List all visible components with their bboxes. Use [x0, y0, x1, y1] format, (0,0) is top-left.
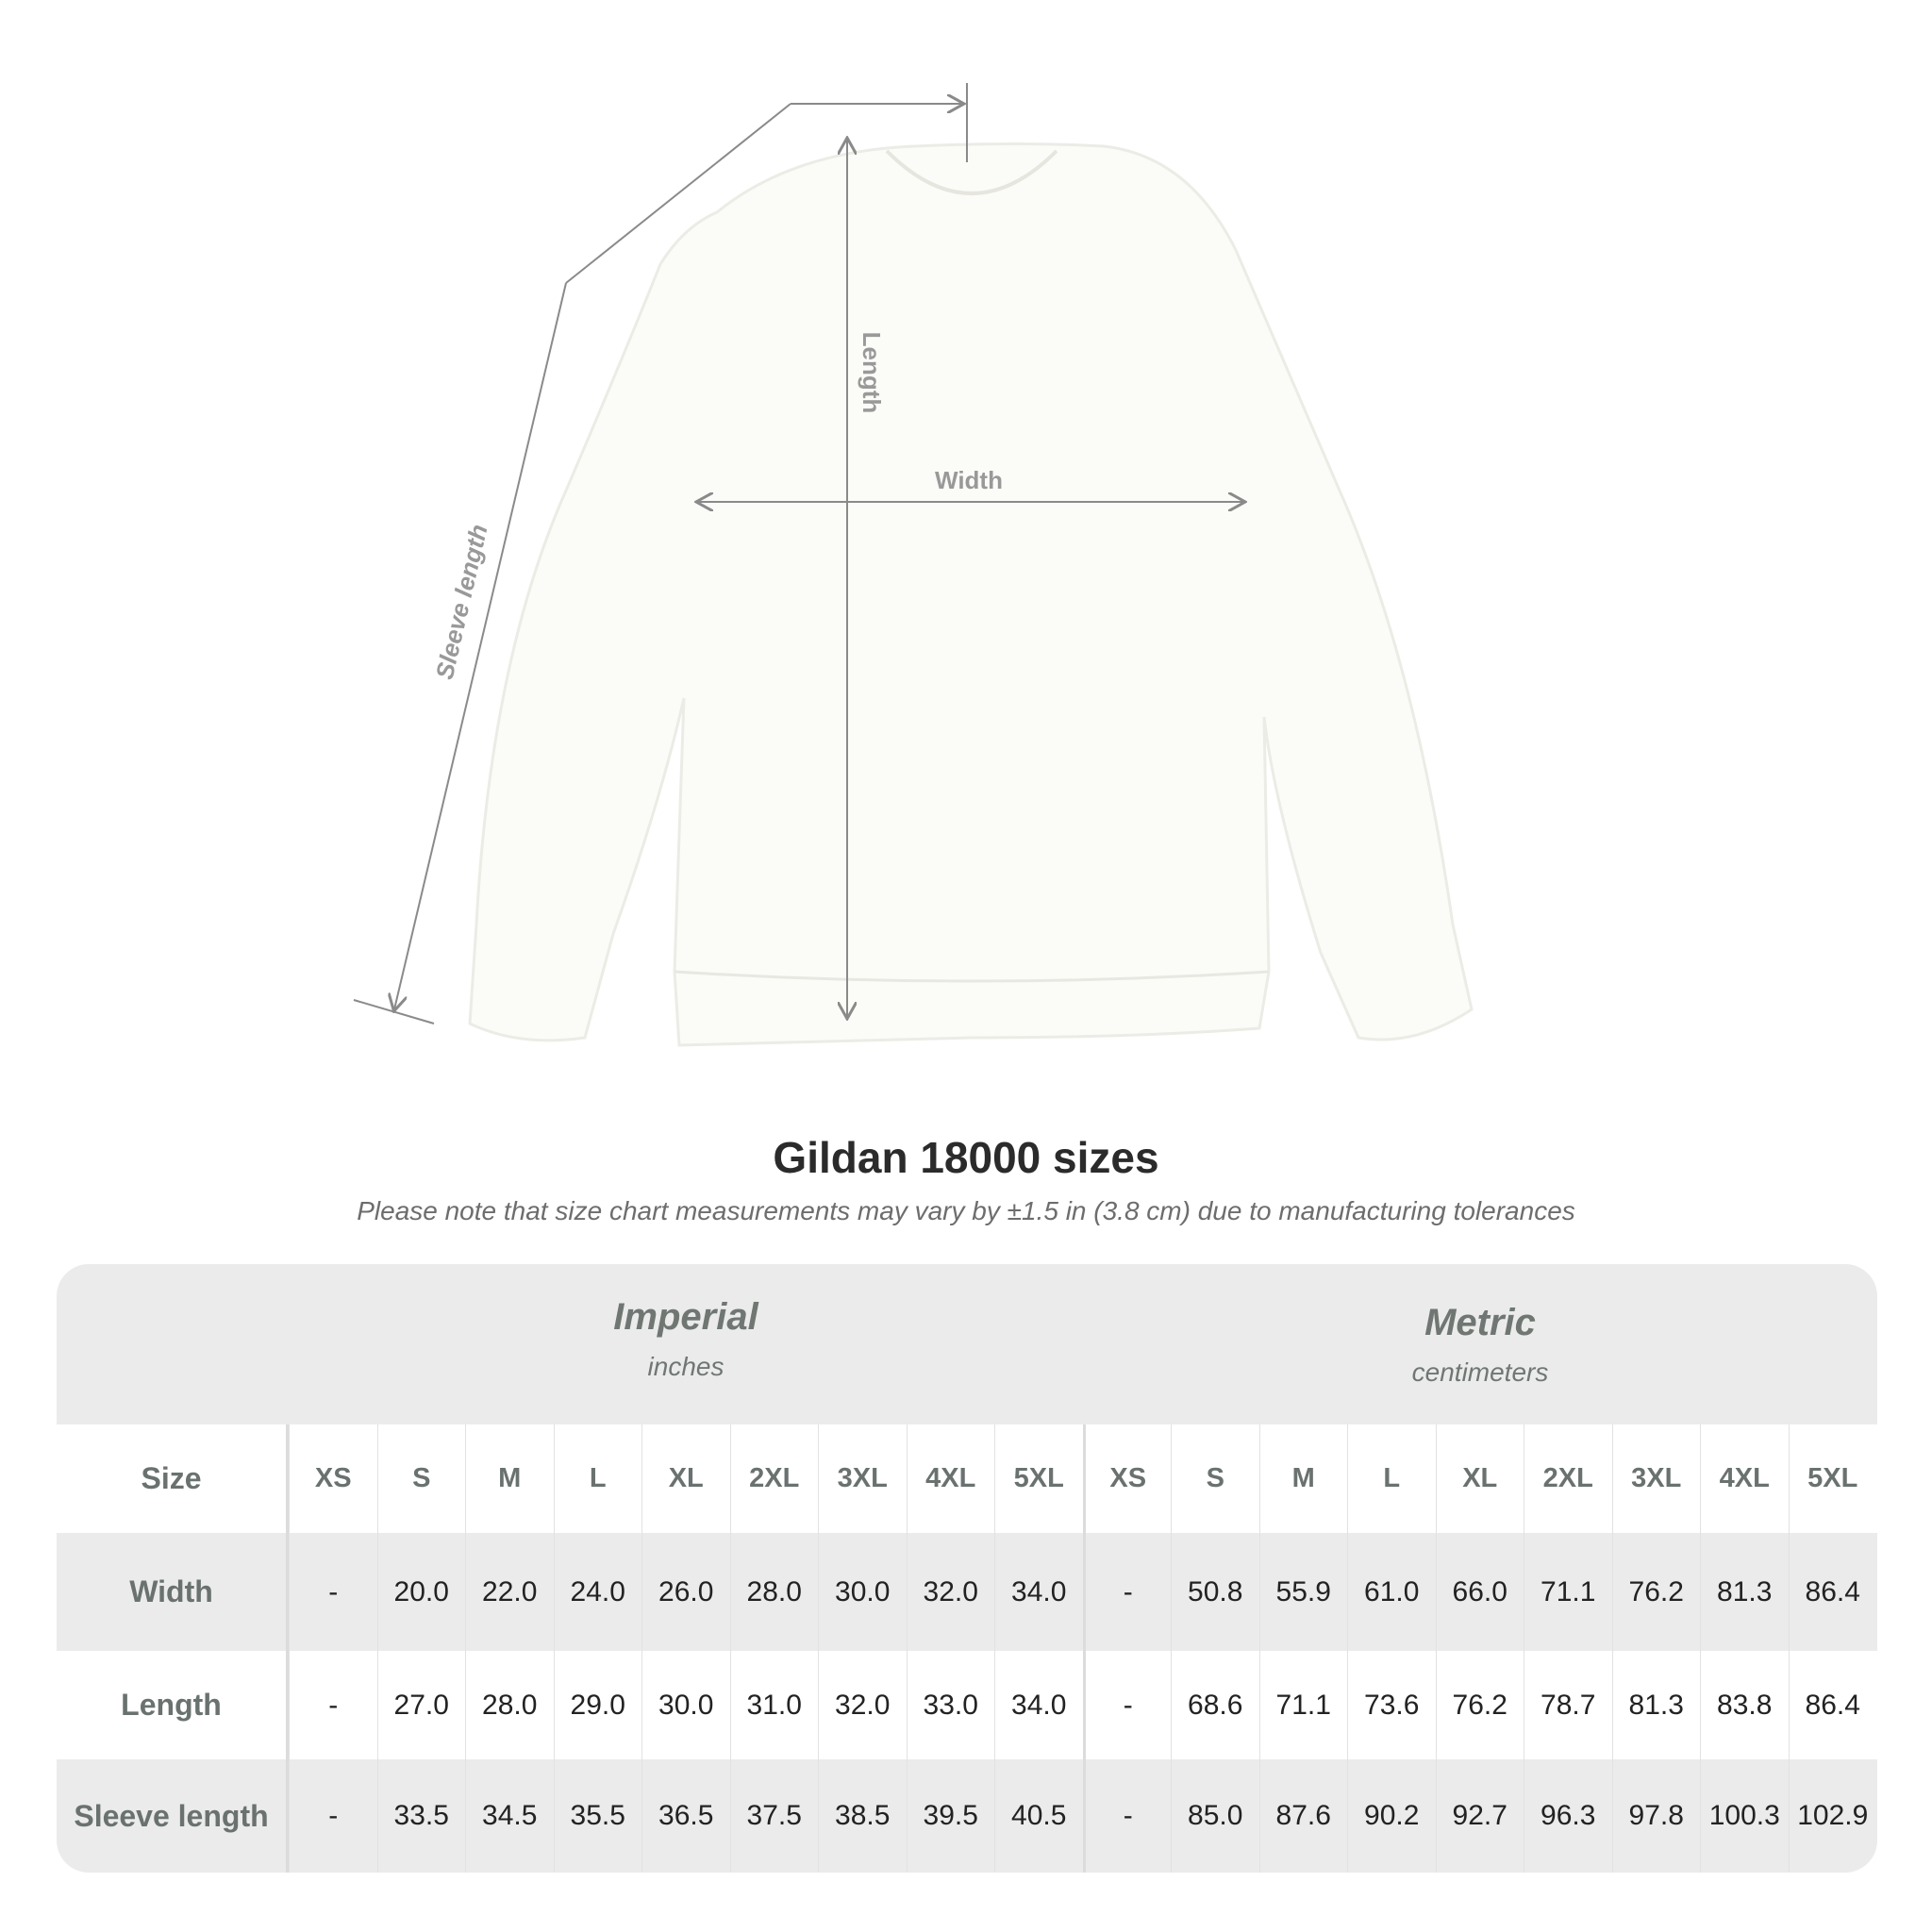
size-header-row: Size XS S M L XL 2XL 3XL 4XL 5XL XS S M L XL 2XL 3XL 4XL 5…	[57, 1424, 1877, 1533]
metric-value: 55.9	[1258, 1533, 1348, 1651]
size-imperial-l: L	[553, 1424, 642, 1533]
imperial-value: 34.0	[994, 1651, 1083, 1759]
width-label: Width	[935, 466, 1003, 494]
size-metric-2xl: 2XL	[1524, 1424, 1612, 1533]
metric-value: 86.4	[1788, 1651, 1877, 1759]
imperial-value: 20.0	[376, 1533, 466, 1651]
metric-value: 66.0	[1435, 1533, 1524, 1651]
imperial-value: 27.0	[376, 1651, 466, 1759]
imperial-value: 28.0	[729, 1533, 819, 1651]
metric-value: 85.0	[1171, 1759, 1259, 1873]
row-label: Length	[57, 1651, 289, 1759]
imperial-value: 22.0	[465, 1533, 554, 1651]
sleeve-arrow	[565, 103, 791, 284]
table-row: Sleeve length -33.5 34.5 35.5 36.5 37.5 38.5 39…	[57, 1759, 1877, 1873]
metric-value: 68.6	[1171, 1651, 1259, 1759]
size-imperial-s: S	[376, 1424, 466, 1533]
size-imperial-xl: XL	[641, 1424, 730, 1533]
size-imperial-m: M	[465, 1424, 554, 1533]
metric-value: 81.3	[1611, 1651, 1701, 1759]
length-label: Length	[858, 332, 886, 414]
metric-value: 61.0	[1347, 1533, 1436, 1651]
metric-value: 96.3	[1524, 1759, 1612, 1873]
metric-value: 73.6	[1347, 1651, 1436, 1759]
imperial-value: 38.5	[818, 1759, 907, 1873]
imperial-value: 34.0	[994, 1533, 1083, 1651]
metric-value: -	[1082, 1533, 1172, 1651]
imperial-value: 39.5	[906, 1759, 995, 1873]
metric-title: Metric	[1424, 1302, 1536, 1343]
imperial-value: 26.0	[641, 1533, 730, 1651]
metric-value: 87.6	[1258, 1759, 1348, 1873]
imperial-value: 28.0	[465, 1651, 554, 1759]
size-metric-4xl: 4XL	[1700, 1424, 1789, 1533]
metric-value: -	[1082, 1759, 1172, 1873]
sweatshirt-image	[468, 142, 1474, 1047]
metric-value: 90.2	[1347, 1759, 1436, 1873]
size-metric-5xl: 5XL	[1788, 1424, 1877, 1533]
imperial-value: 31.0	[729, 1651, 819, 1759]
imperial-value: 32.0	[906, 1533, 995, 1651]
size-imperial-xs: XS	[289, 1424, 377, 1533]
size-imperial-2xl: 2XL	[729, 1424, 819, 1533]
size-metric-l: L	[1347, 1424, 1436, 1533]
metric-unit: centimeters	[1411, 1357, 1549, 1387]
size-imperial-5xl: 5XL	[994, 1424, 1083, 1533]
metric-value: 86.4	[1788, 1533, 1877, 1651]
metric-value: 97.8	[1611, 1759, 1701, 1873]
imperial-value: -	[289, 1759, 377, 1873]
size-metric-s: S	[1171, 1424, 1259, 1533]
size-metric-xs: XS	[1082, 1424, 1172, 1533]
metric-value: 92.7	[1435, 1759, 1524, 1873]
imperial-value: 36.5	[641, 1759, 730, 1873]
imperial-value: -	[289, 1651, 377, 1759]
size-header-label: Size	[57, 1424, 289, 1533]
imperial-value: 34.5	[465, 1759, 554, 1873]
size-imperial-3xl: 3XL	[818, 1424, 907, 1533]
metric-value: 76.2	[1435, 1651, 1524, 1759]
imperial-value: 33.0	[906, 1651, 995, 1759]
page-title: Gildan 18000 sizes	[773, 1133, 1159, 1182]
imperial-title: Imperial	[613, 1296, 758, 1338]
sleeve-length-label: Sleeve length	[430, 522, 493, 682]
imperial-value: 33.5	[376, 1759, 466, 1873]
metric-value: 50.8	[1171, 1533, 1259, 1651]
imperial-value: -	[289, 1533, 377, 1651]
size-metric-xl: XL	[1435, 1424, 1524, 1533]
size-metric-3xl: 3XL	[1611, 1424, 1701, 1533]
table-row: Length -27.0 28.0 29.0 30.0 31.0 32.0 33.0 34.0-…	[57, 1651, 1877, 1759]
metric-value: 78.7	[1524, 1651, 1612, 1759]
imperial-value: 30.0	[818, 1533, 907, 1651]
imperial-value: 29.0	[553, 1651, 642, 1759]
sweatshirt-diagram: Width Length Sleeve length	[353, 83, 1474, 1047]
tolerance-note: Please note that size chart measurements…	[357, 1196, 1575, 1225]
metric-value: 102.9	[1788, 1759, 1877, 1873]
imperial-value: 32.0	[818, 1651, 907, 1759]
metric-value: 71.1	[1258, 1651, 1348, 1759]
imperial-unit: inches	[647, 1352, 724, 1381]
row-label: Width	[57, 1533, 289, 1651]
imperial-value: 40.5	[994, 1759, 1083, 1873]
table-row: Width -20.0 22.0 24.0 26.0 28.0 30.0 32.0 34.0-5…	[57, 1533, 1877, 1651]
metric-header: Metric centimeters	[1083, 1302, 1877, 1388]
imperial-value: 35.5	[553, 1759, 642, 1873]
metric-value: 100.3	[1700, 1759, 1789, 1873]
metric-value: -	[1082, 1651, 1172, 1759]
metric-value: 83.8	[1700, 1651, 1789, 1759]
imperial-value: 37.5	[729, 1759, 819, 1873]
metric-value: 81.3	[1700, 1533, 1789, 1651]
size-imperial-4xl: 4XL	[906, 1424, 995, 1533]
row-label: Sleeve length	[57, 1759, 289, 1873]
size-table: Imperial inches Metric centimeters Size X…	[57, 1264, 1877, 1873]
imperial-value: 24.0	[553, 1533, 642, 1651]
metric-value: 71.1	[1524, 1533, 1612, 1651]
size-metric-m: M	[1258, 1424, 1348, 1533]
metric-value: 76.2	[1611, 1533, 1701, 1651]
imperial-header: Imperial inches	[289, 1296, 1083, 1382]
imperial-value: 30.0	[641, 1651, 730, 1759]
